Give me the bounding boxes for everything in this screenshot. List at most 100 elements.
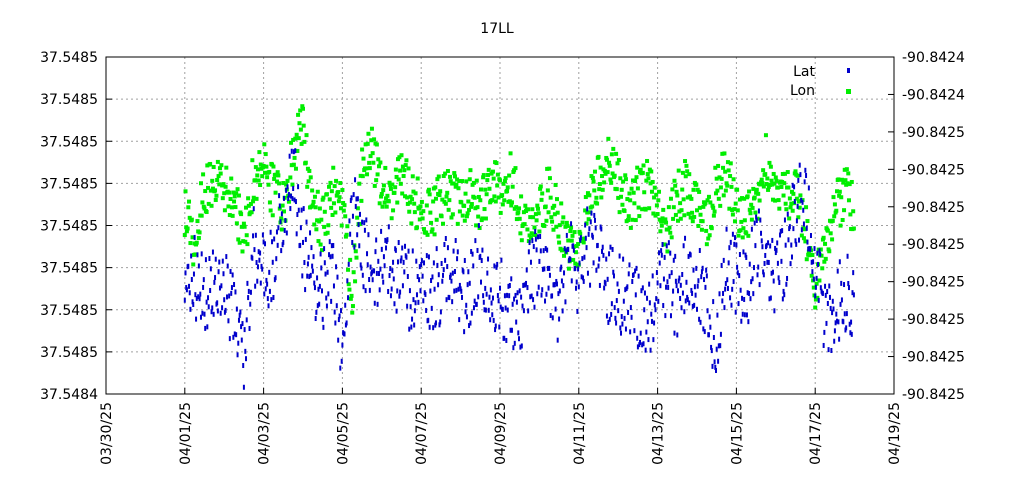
data-point-lat [320, 288, 323, 294]
data-point-lat [548, 265, 551, 271]
chart-title: 17LL [480, 21, 514, 37]
data-point-lat [441, 278, 444, 284]
data-point-lat [466, 282, 469, 288]
data-point-lat [761, 244, 764, 250]
data-point-lat [383, 263, 386, 269]
data-point-lat [263, 291, 266, 297]
data-point-lat [626, 284, 629, 290]
data-point-lon [802, 227, 807, 232]
data-point-lon [332, 184, 337, 189]
data-point-lat [645, 329, 648, 335]
data-point-lon [427, 192, 432, 197]
data-point-lat [737, 301, 740, 307]
data-point-lon [683, 174, 688, 179]
data-point-lon [429, 229, 434, 234]
data-point-lat [430, 277, 433, 283]
data-point-lat [817, 261, 820, 267]
data-point-lat [420, 258, 423, 264]
data-point-lat [504, 305, 507, 311]
data-point-lat [624, 287, 627, 293]
data-point-lon [823, 241, 828, 246]
data-point-lon [669, 235, 674, 240]
data-point-lon [231, 190, 236, 195]
data-point-lat [604, 281, 607, 287]
data-point-lon [426, 187, 431, 192]
data-point-lat [435, 246, 438, 252]
data-point-lon [647, 206, 652, 211]
data-point-lat [787, 237, 790, 243]
data-point-lat [299, 242, 302, 248]
data-point-lat [337, 317, 340, 323]
data-point-lat [194, 292, 197, 298]
data-point-lon [389, 216, 394, 221]
data-point-lon [448, 179, 453, 184]
data-point-lon [492, 194, 497, 199]
data-point-lat [515, 319, 518, 325]
data-point-lon [299, 141, 304, 146]
data-point-lon [749, 202, 754, 207]
data-point-lat [542, 248, 545, 254]
data-point-lat [795, 218, 798, 224]
data-point-lat [377, 271, 380, 277]
data-point-lat [687, 253, 690, 259]
data-point-lon [676, 168, 681, 173]
data-point-lat [829, 305, 832, 311]
data-point-lat [836, 268, 839, 274]
data-point-lat [845, 325, 848, 331]
data-point-lon [338, 206, 343, 211]
data-point-lon [654, 203, 659, 208]
data-point-lat [821, 290, 824, 296]
data-point-lat [804, 167, 807, 173]
data-point-lon [690, 219, 695, 224]
data-point-lat [653, 320, 656, 326]
data-point-lon [645, 172, 650, 177]
data-point-lat [204, 257, 207, 263]
data-point-lon [803, 239, 808, 244]
data-point-lon [526, 207, 531, 212]
data-point-lon [239, 212, 244, 217]
data-point-lon [610, 171, 615, 176]
data-point-lon [509, 200, 514, 205]
data-point-lon [794, 196, 799, 201]
data-point-lat [365, 217, 368, 223]
data-point-lat [696, 306, 698, 312]
data-point-lon [787, 216, 792, 221]
data-point-lon [796, 215, 801, 220]
data-point-lon [731, 177, 736, 182]
data-point-lat [497, 298, 500, 304]
data-point-lat [805, 225, 808, 231]
data-point-lat [439, 309, 442, 315]
data-point-lon [318, 242, 323, 247]
data-point-lat [684, 235, 687, 241]
data-point-lat [843, 282, 846, 288]
data-point-lon [782, 171, 787, 176]
data-point-lat [226, 294, 229, 300]
data-point-lon [703, 200, 708, 205]
data-point-lat [663, 254, 666, 260]
data-point-lat [247, 288, 250, 294]
data-point-lon [300, 104, 305, 109]
data-point-lon [680, 170, 685, 175]
data-point-lon [182, 233, 187, 238]
data-point-lon [266, 182, 271, 187]
data-point-lon [614, 151, 619, 156]
data-point-lon [628, 198, 633, 203]
data-point-lat [538, 258, 541, 264]
data-point-lon [770, 197, 775, 202]
data-point-lon [646, 176, 651, 181]
data-point-lat [558, 288, 561, 294]
data-point-lon [597, 187, 602, 192]
data-point-lon [273, 190, 278, 195]
y-left-tick-label: 37.5485 [40, 134, 98, 150]
data-point-lon [460, 179, 465, 184]
data-point-lon [257, 150, 262, 155]
data-point-lon [496, 195, 501, 200]
data-point-lat [305, 219, 308, 225]
data-point-lat [591, 234, 594, 240]
y-left-tick-label: 37.5485 [40, 345, 98, 361]
data-point-lat [537, 284, 540, 290]
data-point-lat [778, 279, 781, 285]
data-point-lat [560, 278, 563, 284]
data-point-lon [620, 202, 625, 207]
data-point-lon [621, 179, 626, 184]
